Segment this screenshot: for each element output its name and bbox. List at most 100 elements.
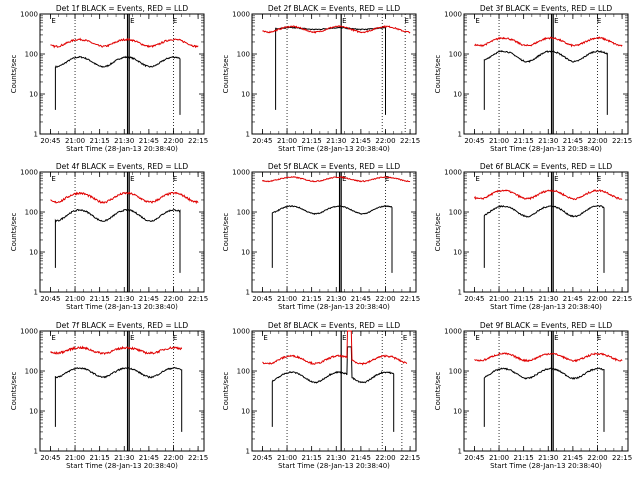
x-tick-label: 21:45 (139, 137, 159, 145)
y-tick-label: 10 (453, 249, 462, 257)
panel-6: Det 6f BLACK = Events, RED = LLD 1 10 100 10… (434, 162, 632, 311)
e-marker: E (403, 334, 407, 342)
lld-series-line (473, 189, 623, 201)
x-tick-label: 21:15 (90, 454, 110, 462)
e-marker: E (173, 334, 177, 342)
y-tick-label: 100 (237, 368, 250, 376)
lld-series-line (262, 330, 408, 366)
plot-frame (39, 171, 205, 293)
e-marker: E (130, 334, 134, 342)
x-axis-label: Start Time (28-Jan-13 20:38:40) (278, 303, 390, 311)
x-tick-label: 21:45 (139, 295, 159, 303)
x-tick-label: 20:45 (464, 295, 484, 303)
y-tick-label: 100 (25, 51, 38, 59)
x-tick-label: 21:00 (277, 295, 297, 303)
y-tick-label: 1000 (444, 169, 462, 177)
x-tick-label: 21:00 (65, 137, 85, 145)
y-axis-label: Counts/sec (434, 213, 442, 252)
y-tick-label: 1 (34, 289, 38, 297)
x-tick-label: 21:15 (514, 295, 534, 303)
x-tick-label: 21:30 (326, 137, 346, 145)
e-marker: E (405, 17, 409, 25)
plot-frame (39, 330, 205, 452)
y-tick-label: 10 (29, 91, 38, 99)
x-tick-label: 21:30 (538, 137, 558, 145)
panel-title: Det 1f BLACK = Events, RED = LLD (56, 4, 189, 13)
e-marker: E (130, 17, 134, 25)
x-tick-label: 21:45 (139, 454, 159, 462)
lld-series-line (50, 37, 199, 49)
x-tick-label: 21:30 (114, 454, 134, 462)
y-axis-label: Counts/sec (434, 55, 442, 94)
panel-5: Det 5f BLACK = Events, RED = LLD 1 10 100 10… (222, 162, 420, 311)
x-tick-label: 22:00 (375, 295, 395, 303)
x-tick-label: 22:00 (163, 295, 183, 303)
y-tick-label: 10 (29, 249, 38, 257)
e-marker: E (51, 17, 55, 25)
lld-series-line (50, 345, 183, 356)
e-marker: E (475, 17, 479, 25)
x-tick-label: 21:00 (277, 454, 297, 462)
x-tick-label: 22:15 (400, 454, 420, 462)
x-tick-label: 21:15 (90, 137, 110, 145)
y-axis-label: Counts/sec (10, 213, 18, 252)
x-tick-label: 22:15 (188, 454, 208, 462)
x-axis-label: Start Time (28-Jan-13 20:38:40) (278, 462, 390, 470)
x-tick-label: 22:00 (587, 454, 607, 462)
x-tick-label: 22:00 (587, 295, 607, 303)
panel-title: Det 6f BLACK = Events, RED = LLD (480, 162, 613, 171)
e-marker: E (554, 17, 558, 25)
panel-title: Det 4f BLACK = Events, RED = LLD (56, 162, 189, 171)
x-tick-label: 21:15 (302, 137, 322, 145)
panel-title: Det 2f BLACK = Events, RED = LLD (268, 4, 401, 13)
e-marker: E (597, 334, 601, 342)
y-axis-label: Counts/sec (222, 372, 230, 411)
y-tick-label: 10 (241, 249, 250, 257)
y-tick-label: 1 (246, 131, 250, 139)
x-tick-label: 20:45 (40, 295, 60, 303)
y-axis-label: Counts/sec (10, 55, 18, 94)
x-tick-label: 22:15 (188, 295, 208, 303)
panel-title: Det 5f BLACK = Events, RED = LLD (268, 162, 401, 171)
events-series-line (54, 55, 181, 115)
x-tick-label: 22:15 (400, 295, 420, 303)
x-tick-label: 21:15 (302, 295, 322, 303)
panel-3: Det 3f BLACK = Events, RED = LLD 1 10 100 10… (434, 4, 632, 153)
plot-frame (251, 13, 417, 135)
y-tick-label: 1 (458, 289, 462, 297)
y-tick-label: 1000 (232, 11, 250, 19)
x-tick-label: 20:45 (464, 454, 484, 462)
panel-4: Det 4f BLACK = Events, RED = LLD 1 10 100 10… (10, 162, 208, 311)
x-tick-label: 21:45 (351, 137, 371, 145)
events-series-line (275, 26, 386, 115)
x-tick-label: 20:45 (252, 454, 272, 462)
panel-9: Det 9f BLACK = Events, RED = LLD 1 10 100 10… (434, 321, 632, 470)
y-tick-label: 100 (449, 209, 462, 217)
panel-1: Det 1f BLACK = Events, RED = LLD 1 10 100 10… (10, 4, 208, 153)
x-tick-label: 22:00 (375, 137, 395, 145)
y-tick-label: 1 (458, 131, 462, 139)
x-tick-label: 21:45 (563, 137, 583, 145)
e-marker: E (173, 17, 177, 25)
y-axis-label: Counts/sec (222, 55, 230, 94)
events-series-line (271, 205, 393, 273)
y-tick-label: 100 (237, 51, 250, 59)
x-tick-label: 22:15 (612, 295, 632, 303)
y-tick-label: 100 (25, 209, 38, 217)
x-tick-label: 21:30 (114, 295, 134, 303)
panel-7: Det 7f BLACK = Events, RED = LLD 1 10 100 10… (10, 321, 208, 470)
y-tick-label: 1 (34, 131, 38, 139)
x-tick-label: 22:00 (375, 454, 395, 462)
y-tick-label: 10 (241, 408, 250, 416)
x-tick-label: 20:45 (464, 137, 484, 145)
y-axis-label: Counts/sec (222, 213, 230, 252)
plot-frame (463, 13, 629, 135)
x-tick-label: 20:45 (40, 137, 60, 145)
x-tick-label: 21:30 (326, 295, 346, 303)
plot-frame (463, 330, 629, 452)
lld-series-line (50, 191, 199, 205)
x-tick-label: 21:15 (90, 295, 110, 303)
e-marker: E (597, 175, 601, 183)
y-tick-label: 10 (241, 91, 250, 99)
